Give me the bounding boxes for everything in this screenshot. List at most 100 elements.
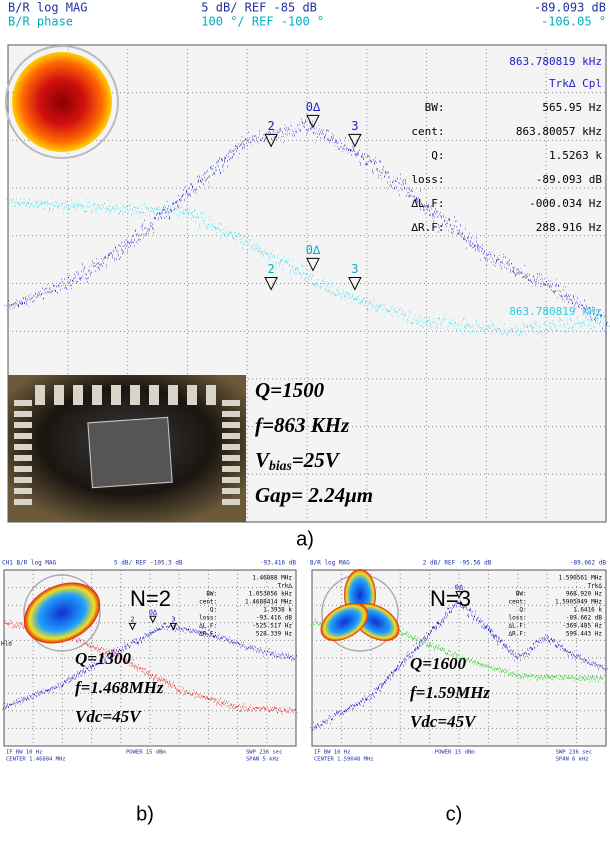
readout-value: 1.053056 kHz [249,591,293,598]
bond-pad [222,499,240,505]
readout-label: loss: [411,173,444,186]
readout-value: -93.416 dB [256,615,293,622]
readout-label: ∆R.F: [198,631,217,638]
bond-pad [14,499,32,505]
readout-label: ∆R.F: [508,631,527,638]
annotation-part: Q=1300 [75,649,131,668]
annotation-part: f=863 KHz [255,413,350,437]
header-text: B/R phase [8,15,73,29]
header-text: 5 dB/ REF -85 dB [201,1,317,15]
readout-value: 528.339 Hz [256,631,293,638]
header-text: -93.416 dB [260,560,297,567]
header-text: 5 dB/ REF -105.3 dB [114,560,183,567]
annotation-part: =25V [292,448,341,472]
footer-text: SWP 236 sec [556,750,592,756]
trace2-frequency: 863.780819 kHz [509,305,602,318]
readout-value: 1.5905949 MHz [555,599,602,606]
readout-value: 968.920 Hz [566,591,603,598]
marker-label: 3 [171,615,175,623]
page: {"panels": [ {"header_left": ["B/R log M… [0,0,610,842]
bond-pad [222,444,240,450]
bond-pad [222,400,240,406]
bond-pad [14,466,32,472]
bond-pad [14,444,32,450]
marker-label: 3 [351,262,358,276]
bond-pad [222,466,240,472]
readout-value: 599.443 Hz [566,631,603,638]
header-text: B/R log MAG [310,560,350,567]
bond-pad [149,385,159,405]
readout-label: Q: [519,607,526,614]
mode-number: N=3 [430,586,471,611]
readout-value: -369.485 Hz [562,623,602,630]
header-text: B/R log MAG [8,1,87,15]
header-text: CH1 B/R log MAG [2,560,57,567]
marker-mode: Trk∆ [278,583,293,590]
annotation: Gap= 2.24μm [255,483,373,507]
readout-label: BW: [425,101,445,114]
bond-pad [222,411,240,417]
figure: B/R log MAGB/R phase5 dB/ REF -85 dB100 … [0,0,610,842]
bond-pad [206,385,216,405]
footer-text: SWP 236 sec [246,750,282,756]
readout-label: ∆L.F: [508,623,527,630]
readout-label: Q: [210,607,217,614]
bond-pad [168,385,178,405]
annotation-part: Gap= 2.24μm [255,483,373,507]
readout-label: cent: [509,599,527,606]
annotation: Vbias=25V [255,448,341,473]
bond-pad [14,422,32,428]
readout-value: 1.4688414 MHz [245,599,292,606]
readout-label: ∆R.F: [410,221,444,234]
footer-text: POWER 15 dBm [435,750,475,756]
readout-value: 1.3938 k [263,607,292,614]
bond-pad [14,477,32,483]
annotation: Q=1600 [410,654,466,673]
readout-label: ∆L.F: [410,197,444,210]
footer-text: POWER 15 dBm [126,750,166,756]
footer-text: IF BW 10 Hz [314,750,350,756]
bond-pad [14,411,32,417]
footer-text: CENTER 1.46884 MHz [6,757,66,763]
bond-pad [35,385,45,405]
readout-label: ∆L.F: [198,623,217,630]
bond-pad [222,422,240,428]
mode-number: N=2 [130,586,171,611]
bond-pad [222,433,240,439]
footer-text: SPAN 5 kHz [246,757,279,763]
annotation: Vdc=45V [75,707,142,726]
readout-value: 863.80057 kHz [516,125,602,138]
bond-pad [222,488,240,494]
bond-pad [130,385,140,405]
header-text: -89.662 dB [570,560,607,567]
readout-label: cent: [411,125,444,138]
readout-label: cent: [199,599,217,606]
marker-frequency: 1.46888 MHz [252,575,292,582]
marker-label: 0∆ [306,100,321,114]
annotation: Vdc=45V [410,712,477,731]
annotation: Q=1300 [75,649,131,668]
marker-label: 2 [268,119,275,133]
annotation-part: Q=1500 [255,378,325,402]
bond-pad [111,385,121,405]
marker-mode: Trk∆ Cpl [549,77,602,90]
readout-label: BW: [206,591,217,598]
bond-pad [14,488,32,494]
annotation-part: f=1.59MHz [410,683,490,702]
footer-text: SPAN 6 kHz [556,757,589,763]
side-label: Hld [1,640,12,647]
marker-label: 2 [268,262,275,276]
caption: a) [296,528,314,550]
annotation: f=863 KHz [255,413,350,437]
readout-value: -000.034 Hz [529,197,602,210]
annotation: f=1.468MHz [75,678,164,697]
device-die [88,417,172,487]
header-text: -89.093 dB [534,1,606,15]
annotation: Q=1500 [255,378,325,402]
readout-value: -89.662 dB [566,615,603,622]
marker-label: 3 [351,119,358,133]
mode-shape [12,52,112,152]
marker-frequency: 863.780819 kHz [509,55,602,68]
header-text: 100 °/ REF -100 ° [201,15,324,29]
